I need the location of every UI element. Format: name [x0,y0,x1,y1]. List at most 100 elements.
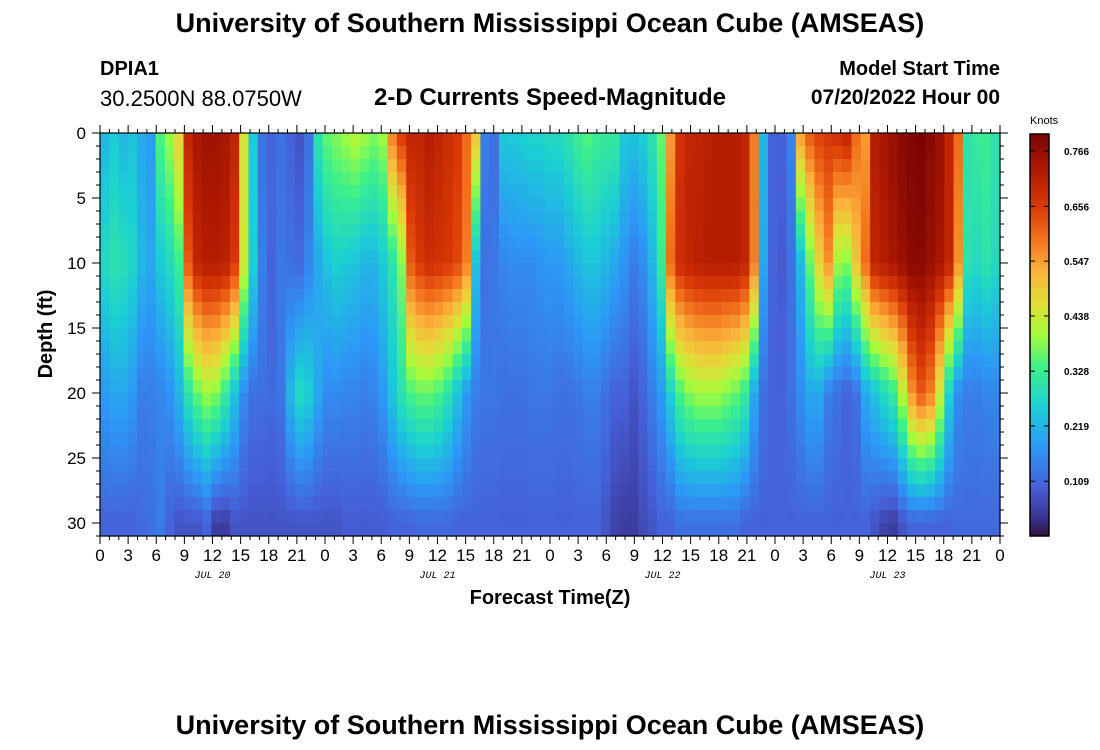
heatmap-cell [536,289,546,303]
heatmap-cell [758,159,769,173]
heatmap-cell [174,146,185,160]
heatmap-cell [461,276,472,290]
heatmap-cell [703,406,713,420]
heatmap-cell [489,315,500,329]
heatmap-cell [304,198,314,212]
heatmap-cell [740,302,751,316]
heatmap-cell [907,198,918,212]
heatmap-cell [211,393,222,407]
heatmap-cell [378,484,389,498]
heatmap-cell [721,224,732,238]
heatmap-cell [888,289,899,303]
heatmap-cell [573,289,584,303]
heatmap-cell [870,354,880,368]
heatmap-cell [832,445,843,459]
heatmap-cell [777,185,788,199]
heatmap-cell [341,237,352,251]
heatmap-cell [174,302,185,316]
heatmap-cell [925,315,936,329]
heatmap-cell [211,380,222,394]
heatmap-cell [109,471,120,485]
heatmap-cell [768,354,778,368]
heatmap-cell [610,172,621,186]
heatmap-cell [758,393,769,407]
heatmap-cell [656,484,667,498]
heatmap-cell [823,380,834,394]
heatmap-cell [870,133,880,147]
y-tick-label: 0 [77,124,86,143]
heatmap-cell [192,419,203,433]
heatmap-cell [730,146,741,160]
heatmap-cell [972,172,983,186]
heatmap-cell [146,185,157,199]
heatmap-cell [907,432,918,446]
heatmap-cell [684,419,695,433]
heatmap-cell [359,237,370,251]
heatmap-cell [146,263,157,277]
heatmap-cell [322,224,333,238]
heatmap-cell [257,250,268,264]
heatmap-cell [870,328,880,342]
heatmap-cell [424,484,435,498]
heatmap-cell [517,471,528,485]
heatmap-cell [248,484,259,498]
heatmap-cell [554,146,565,160]
heatmap-cell [461,263,472,277]
heatmap-cell [610,250,621,264]
heatmap-cell [656,289,667,303]
heatmap-cell [703,458,713,472]
heatmap-cell [795,159,806,173]
heatmap-cell [582,315,593,329]
heatmap-cell [183,315,194,329]
heatmap-cell [638,445,649,459]
heatmap-cell [962,497,973,511]
heatmap-cell [638,315,649,329]
heatmap-cell [239,341,250,355]
heatmap-cell [749,159,760,173]
heatmap-cell [582,419,593,433]
heatmap-cell [471,406,482,420]
heatmap-cell [396,367,407,381]
heatmap-cell [591,289,602,303]
heatmap-cell [879,263,890,277]
heatmap-cell [712,354,723,368]
heatmap-cell [721,445,732,459]
heatmap-cell [183,276,194,290]
heatmap-cell [378,471,389,485]
heatmap-cell [331,523,342,537]
heatmap-cell [267,276,277,290]
heatmap-cell [860,419,871,433]
heatmap-cell [870,172,880,186]
heatmap-cell [118,185,129,199]
heatmap-cell [953,484,964,498]
heatmap-cell [239,354,250,368]
heatmap-cell [378,302,389,316]
heatmap-cell [359,510,370,524]
heatmap-cell [860,237,871,251]
heatmap-cell [415,458,426,472]
heatmap-cell [619,354,630,368]
heatmap-cell [684,185,695,199]
x-tick-label: 15 [906,546,925,565]
heatmap-cell [925,198,936,212]
heatmap-cell [712,432,723,446]
heatmap-cell [220,419,231,433]
heatmap-cell [322,471,333,485]
heatmap-cell [842,445,853,459]
heatmap-cell [146,146,157,160]
heatmap-cell [415,432,426,446]
heatmap-cell [434,432,444,446]
heatmap-cell [443,185,454,199]
heatmap-cell [109,445,120,459]
heatmap-cell [378,250,389,264]
heatmap-cell [684,523,695,537]
heatmap-cell [174,315,185,329]
colorbar-tick-label: 0.328 [1064,367,1089,378]
heatmap-cell [536,302,546,316]
heatmap-cell [944,354,955,368]
heatmap-cell [480,237,491,251]
heatmap-cell [545,328,556,342]
heatmap-cell [647,341,658,355]
heatmap-cell [823,263,834,277]
heatmap-cell [591,276,602,290]
